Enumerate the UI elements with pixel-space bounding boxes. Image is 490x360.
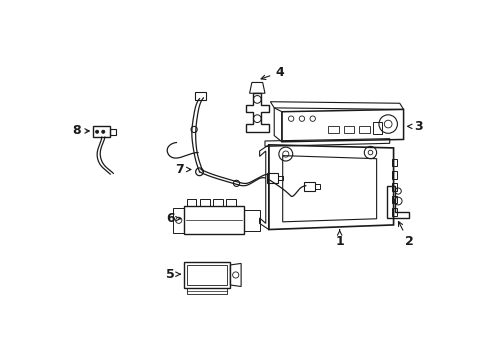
Bar [195,93,206,100]
Bar [187,265,227,285]
Bar [392,171,397,179]
Bar [110,129,117,135]
Text: 2: 2 [398,221,414,248]
Bar [187,199,196,206]
Bar [392,196,397,203]
Bar [93,126,110,137]
Text: 7: 7 [175,163,191,176]
Bar [200,199,210,206]
Bar [343,126,354,132]
Text: 6: 6 [166,212,180,225]
Bar [315,184,319,189]
Bar [392,159,397,166]
Bar [278,176,283,180]
Circle shape [102,130,105,133]
Bar [328,126,339,132]
Text: 5: 5 [166,268,180,281]
Circle shape [96,130,98,133]
Text: 3: 3 [408,120,422,133]
Text: 8: 8 [72,125,89,138]
Bar [392,208,397,216]
Bar [304,182,315,191]
Bar [184,262,230,288]
Bar [184,206,244,234]
Bar [392,183,397,191]
Bar [214,199,222,206]
Bar [268,173,278,183]
Bar [244,210,260,231]
Text: 4: 4 [261,66,284,80]
Bar [359,126,369,132]
Bar [373,122,382,134]
Bar [187,288,227,294]
Bar [226,199,236,206]
Text: 1: 1 [335,230,344,248]
